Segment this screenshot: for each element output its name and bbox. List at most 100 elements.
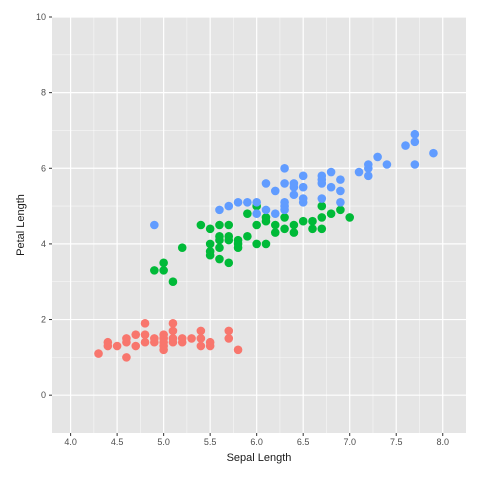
data-point [150,220,159,230]
data-point [224,220,234,230]
data-point [215,254,224,264]
data-point [224,232,234,241]
y-tick-label: 8 [41,88,46,98]
data-point [382,160,392,169]
x-axis-title: Sepal Length [227,452,292,464]
data-point [261,239,271,249]
x-axis-ticks: 4.0 4.5 5.0 5.5 6.0 6.5 7.0 7.5 8.0 [64,433,449,447]
data-point [205,239,215,249]
data-point [298,216,308,226]
data-point [270,209,280,218]
data-point [177,334,187,343]
data-point [177,243,187,252]
data-point [252,209,261,218]
data-point [298,182,308,192]
data-point [215,220,224,230]
y-tick-label: 0 [41,390,46,400]
data-point [112,341,122,351]
data-point [261,179,271,188]
data-point [122,353,131,362]
data-point [122,334,131,343]
data-point [140,337,150,347]
data-point [289,220,299,230]
data-point [168,334,178,343]
x-tick-label: 4.0 [64,437,77,447]
data-point [280,224,289,234]
data-point [410,129,420,139]
data-point [373,152,382,162]
y-axis-title: Petal Length [15,194,27,256]
data-point [243,232,252,241]
x-tick-label: 5.0 [157,437,170,447]
data-point [205,224,215,234]
data-point [280,163,289,173]
data-point [224,258,234,268]
data-point [215,243,224,252]
data-point [289,190,299,200]
data-point [280,179,289,188]
data-point [224,201,234,211]
data-point [187,334,196,343]
data-point [336,186,345,196]
x-tick-label: 7.0 [343,437,356,447]
data-point [354,167,364,177]
data-point [168,326,178,336]
data-point [243,209,252,218]
data-point [410,137,420,147]
x-tick-label: 7.5 [390,437,403,447]
data-points [94,129,438,362]
data-point [159,266,168,275]
data-point [140,330,150,339]
data-point [270,220,280,230]
data-point [224,326,234,336]
y-tick-label: 2 [41,315,46,325]
y-axis-ticks: 0 2 4 6 8 10 [36,12,52,400]
data-point [233,235,243,245]
data-point [94,349,103,358]
x-tick-label: 4.5 [111,437,124,447]
data-point [308,224,317,234]
y-tick-label: 4 [41,239,46,249]
data-point [150,334,159,343]
data-point [317,171,327,181]
data-point [261,205,271,215]
data-point [401,141,410,150]
data-point [317,194,327,203]
data-point [364,160,373,169]
data-point [270,228,280,237]
data-point [215,205,224,215]
x-tick-label: 6.0 [250,437,263,447]
y-tick-label: 10 [36,12,46,22]
major-gridlines [52,16,466,433]
data-point [252,220,261,230]
data-point [103,337,113,347]
data-point [196,334,206,343]
data-point [224,334,234,343]
data-point [317,201,327,211]
data-point [233,345,243,355]
data-point [196,220,206,230]
data-point [159,258,168,268]
data-point [252,198,261,207]
data-point [196,326,206,336]
x-tick-label: 8.0 [436,437,449,447]
data-point [140,319,150,328]
data-point [364,171,373,181]
data-point [261,213,271,222]
data-point [131,341,141,351]
data-point [159,330,168,339]
data-point [429,148,438,158]
x-tick-label: 6.5 [297,437,310,447]
data-point [205,247,215,256]
data-point [336,198,345,207]
data-point [326,209,336,218]
data-point [326,167,336,177]
data-point [168,277,178,287]
data-point [336,175,345,184]
data-point [270,186,280,196]
data-point [410,160,420,169]
data-point [233,198,243,207]
data-point [243,198,252,207]
data-point [326,182,336,192]
